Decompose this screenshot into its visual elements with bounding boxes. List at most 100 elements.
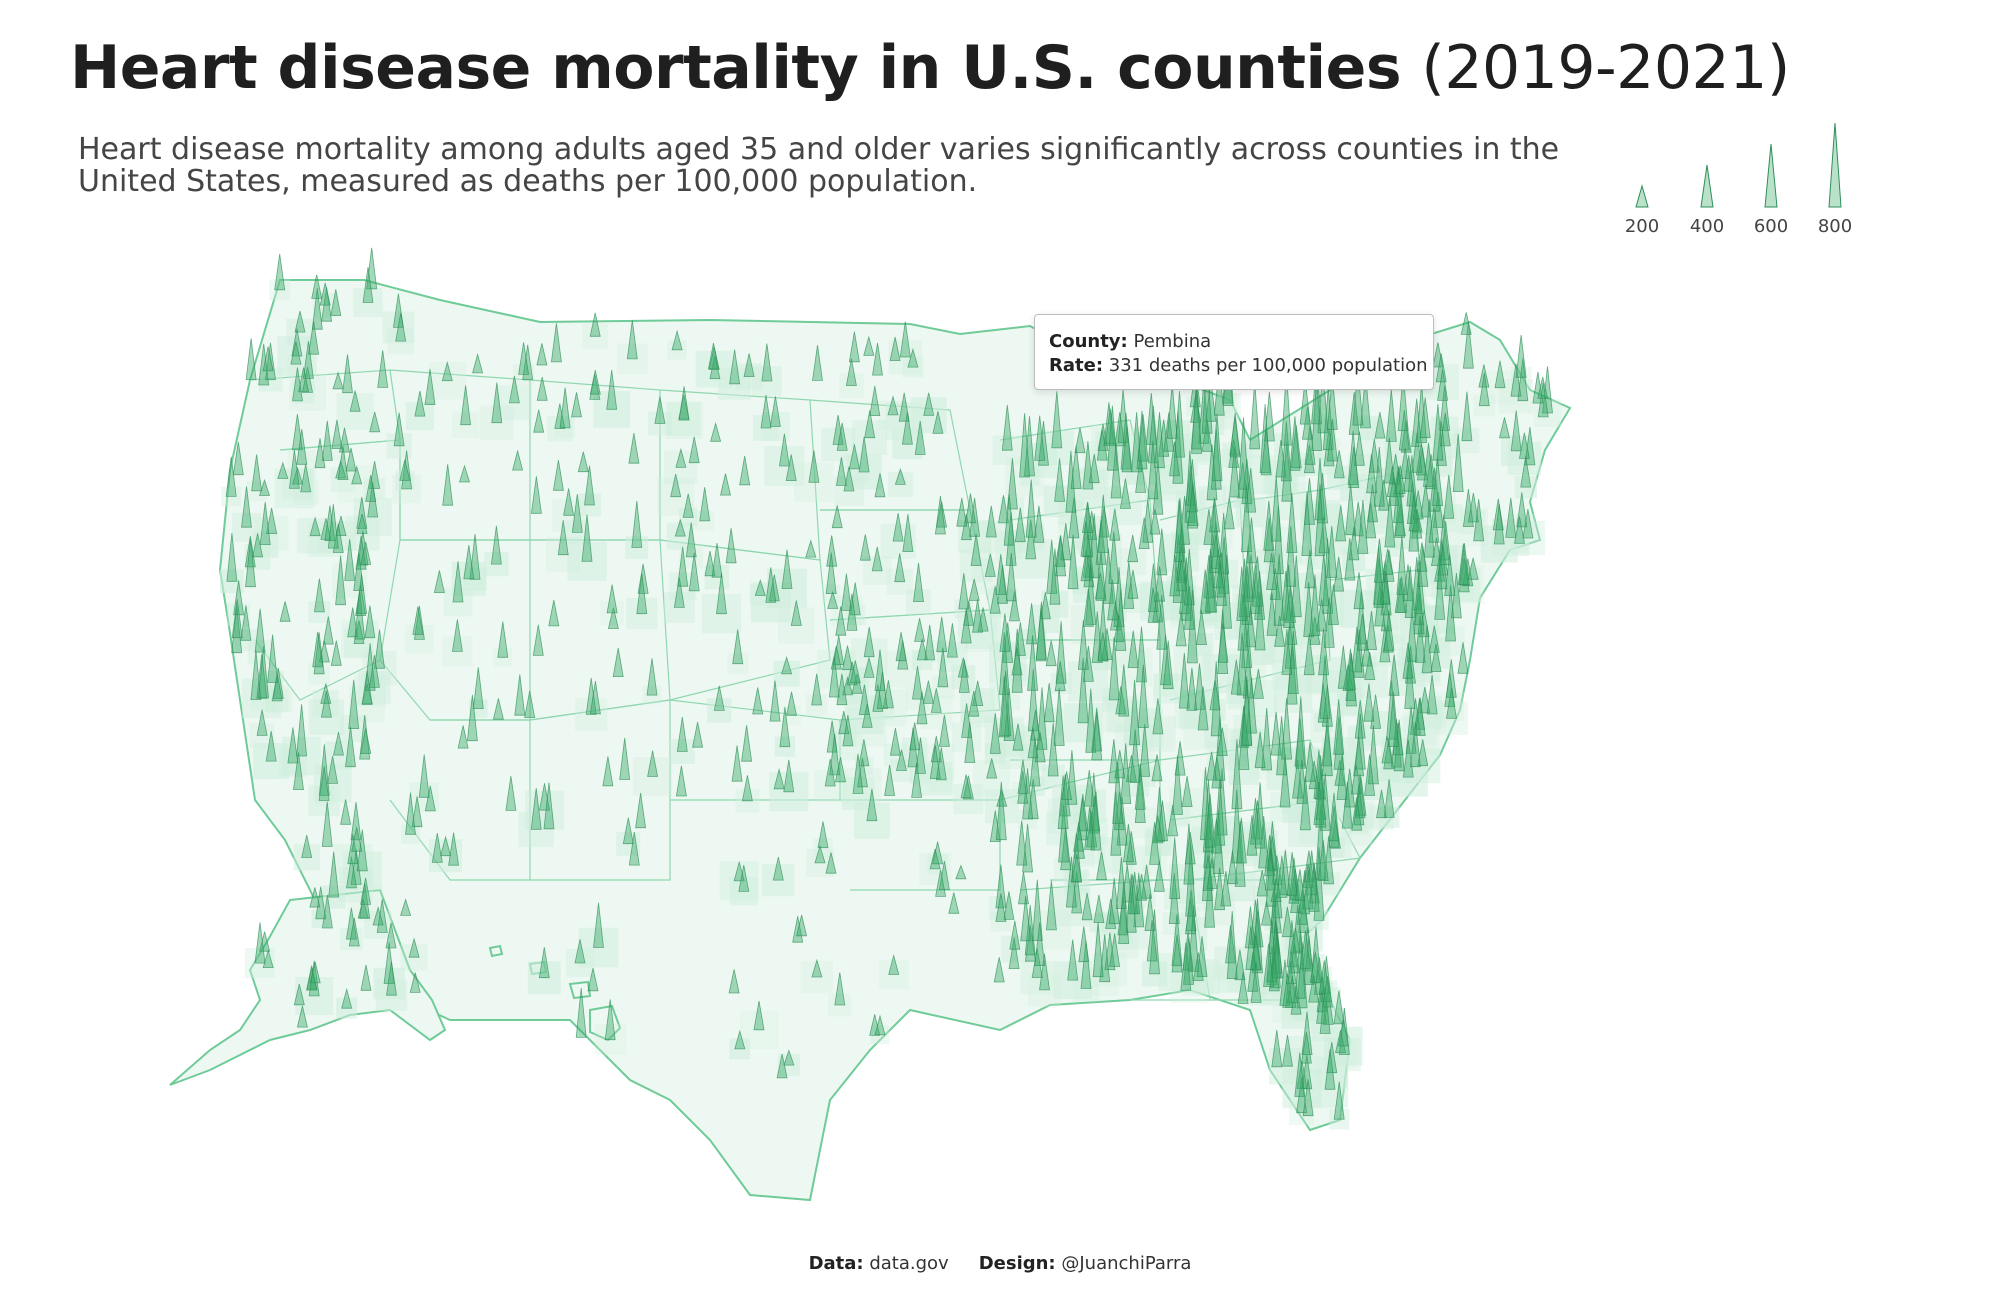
- county-spike[interactable]: [1326, 525, 1338, 578]
- county-spike[interactable]: [335, 459, 347, 479]
- county-spike[interactable]: [1216, 768, 1228, 836]
- county-spike[interactable]: [262, 346, 274, 372]
- county-spike[interactable]: [1300, 930, 1311, 970]
- county-spike[interactable]: [1090, 791, 1102, 851]
- county-spike[interactable]: [1294, 931, 1306, 999]
- county-spike[interactable]: [937, 647, 949, 688]
- county-spike[interactable]: [1254, 591, 1266, 651]
- county-spike[interactable]: [1366, 453, 1378, 494]
- county-spike[interactable]: [258, 645, 269, 699]
- county-spike[interactable]: [986, 758, 998, 779]
- county-spike[interactable]: [412, 606, 424, 635]
- county-spike[interactable]: [1444, 673, 1456, 707]
- county-spike[interactable]: [1245, 607, 1257, 648]
- county-spike[interactable]: [743, 353, 755, 377]
- county-spike[interactable]: [1039, 592, 1051, 620]
- county-spike[interactable]: [342, 354, 353, 394]
- county-spike[interactable]: [1308, 975, 1320, 1003]
- county-spike[interactable]: [869, 1014, 881, 1036]
- county-spike[interactable]: [1303, 444, 1315, 474]
- county-spike[interactable]: [1204, 549, 1216, 613]
- county-spike[interactable]: [1394, 465, 1406, 494]
- county-spike[interactable]: [1404, 566, 1416, 618]
- county-spike[interactable]: [1324, 1049, 1336, 1090]
- county-spike[interactable]: [460, 385, 472, 426]
- county-spike[interactable]: [1202, 855, 1214, 891]
- county-spike[interactable]: [754, 579, 766, 596]
- county-spike[interactable]: [840, 573, 852, 611]
- county-spike[interactable]: [300, 463, 312, 493]
- county-spike[interactable]: [1403, 455, 1415, 492]
- county-spike[interactable]: [1322, 976, 1333, 1008]
- county-spike[interactable]: [1443, 474, 1455, 519]
- county-spike[interactable]: [298, 367, 310, 393]
- county-spike[interactable]: [768, 574, 780, 602]
- county-spike[interactable]: [536, 343, 548, 366]
- county-spike[interactable]: [1317, 367, 1329, 434]
- county-spike[interactable]: [366, 247, 378, 290]
- county-spike[interactable]: [1237, 593, 1249, 651]
- county-spike[interactable]: [226, 533, 238, 582]
- county-spike[interactable]: [1019, 413, 1031, 478]
- county-spike[interactable]: [1493, 503, 1505, 545]
- county-spike[interactable]: [346, 856, 357, 889]
- county-spike[interactable]: [1106, 405, 1118, 471]
- county-spike[interactable]: [1323, 835, 1335, 885]
- county-spike[interactable]: [783, 1049, 795, 1066]
- county-spike[interactable]: [922, 680, 934, 704]
- county-spike[interactable]: [606, 370, 618, 410]
- county-spike[interactable]: [356, 829, 368, 872]
- county-spike[interactable]: [1009, 591, 1020, 622]
- county-spike[interactable]: [607, 607, 619, 629]
- county-spike[interactable]: [1034, 415, 1046, 461]
- county-spike[interactable]: [914, 618, 926, 642]
- county-spike[interactable]: [738, 865, 750, 892]
- county-spike[interactable]: [995, 781, 1007, 841]
- county-spike[interactable]: [984, 553, 996, 577]
- county-spike[interactable]: [265, 731, 277, 762]
- county-spike[interactable]: [1328, 805, 1340, 848]
- county-spike[interactable]: [302, 340, 314, 379]
- county-spike[interactable]: [1053, 687, 1065, 746]
- county-spike[interactable]: [1160, 634, 1172, 686]
- county-spike[interactable]: [1194, 663, 1205, 710]
- county-spike[interactable]: [550, 323, 562, 363]
- county-spike[interactable]: [347, 607, 359, 638]
- county-spike[interactable]: [970, 533, 982, 566]
- county-spike[interactable]: [962, 775, 974, 800]
- county-spike[interactable]: [451, 619, 463, 652]
- county-spike[interactable]: [1014, 622, 1026, 656]
- county-spike[interactable]: [356, 513, 368, 534]
- county-spike[interactable]: [1121, 426, 1133, 473]
- county-spike[interactable]: [1012, 723, 1024, 751]
- county-spike[interactable]: [835, 457, 847, 486]
- county-spike[interactable]: [786, 691, 797, 716]
- county-spike[interactable]: [1263, 518, 1275, 563]
- county-spike[interactable]: [1206, 444, 1218, 501]
- county-spike[interactable]: [956, 497, 968, 527]
- county-spike[interactable]: [1434, 565, 1446, 620]
- county-spike[interactable]: [1299, 776, 1311, 831]
- county-spike[interactable]: [1089, 795, 1101, 832]
- county-spike[interactable]: [1296, 1078, 1308, 1114]
- county-spike[interactable]: [271, 673, 283, 702]
- county-spike[interactable]: [1003, 891, 1015, 920]
- county-spike[interactable]: [232, 441, 244, 476]
- county-spike[interactable]: [1083, 769, 1095, 807]
- county-spike[interactable]: [1467, 557, 1479, 580]
- county-spike[interactable]: [533, 409, 545, 433]
- county-spike[interactable]: [1335, 505, 1347, 542]
- county-spike[interactable]: [828, 656, 840, 698]
- county-spike[interactable]: [1537, 376, 1549, 399]
- county-spike[interactable]: [674, 518, 686, 537]
- county-spike[interactable]: [1402, 642, 1414, 679]
- county-spike[interactable]: [1214, 778, 1226, 846]
- county-spike[interactable]: [934, 496, 946, 535]
- county-spike[interactable]: [711, 543, 723, 578]
- county-spike[interactable]: [294, 310, 306, 333]
- county-spike[interactable]: [1417, 739, 1429, 767]
- county-spike[interactable]: [811, 958, 823, 978]
- county-spike[interactable]: [320, 690, 332, 718]
- county-spike[interactable]: [401, 450, 413, 490]
- county-spike[interactable]: [1373, 546, 1385, 605]
